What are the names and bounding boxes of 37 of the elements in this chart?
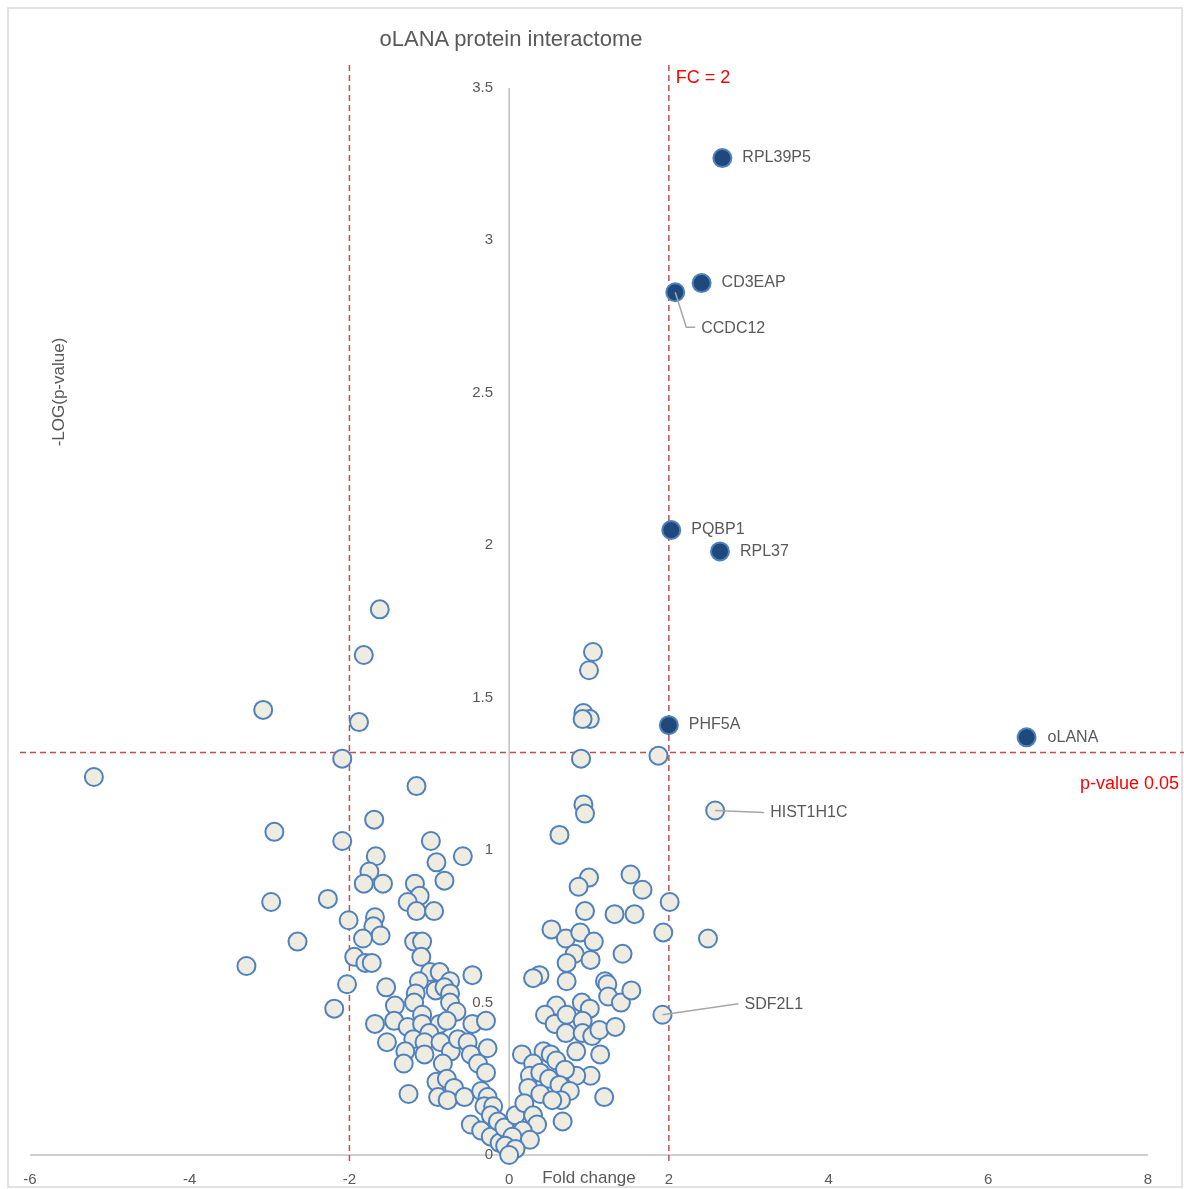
x-tick-label: -4 <box>183 1169 197 1187</box>
y-tick-label: 2 <box>484 535 494 553</box>
annotation: RPL39P5 <box>742 148 811 166</box>
y-tick-label: 0 <box>484 1144 494 1162</box>
annotation: RPL37 <box>739 541 789 559</box>
chart-title: oLANA protein interactome <box>379 25 643 51</box>
y-tick-label: 3 <box>484 230 494 248</box>
point <box>661 520 682 541</box>
point <box>658 715 679 736</box>
annotation: oLANA <box>1047 727 1099 745</box>
y-tick-label: 0.5 <box>472 992 494 1010</box>
point <box>709 541 730 562</box>
y-tick-label: 1.5 <box>472 687 494 705</box>
x-tick-label: 4 <box>824 1169 833 1187</box>
x-tick-label: -6 <box>23 1169 37 1187</box>
y-tick-label: 2.5 <box>472 382 494 400</box>
annotation: PHF5A <box>688 715 741 733</box>
point <box>691 273 712 294</box>
ref-line-label: p-value 0.05 <box>1079 773 1179 794</box>
x-axis-title: Fold change <box>542 1168 636 1188</box>
y-axis-title: -LOG(p-value) <box>49 337 69 447</box>
point <box>665 282 686 303</box>
point <box>712 148 733 169</box>
x-tick-label: 8 <box>1143 1169 1153 1187</box>
x-tick-label: 0 <box>504 1169 514 1187</box>
annotation: HIST1H1C <box>770 802 848 820</box>
annotation: SDF2L1 <box>744 994 804 1012</box>
x-tick-label: -2 <box>342 1169 357 1187</box>
annotation: CCDC12 <box>701 319 766 337</box>
x-tick-label: 2 <box>664 1169 674 1187</box>
ref-line-label: FC = 2 <box>675 66 731 87</box>
annotation: CD3EAP <box>721 273 786 291</box>
x-tick-label: 6 <box>984 1169 993 1187</box>
y-tick-label: 1 <box>484 840 494 858</box>
y-tick-label: 3.5 <box>472 77 494 95</box>
point <box>1016 727 1037 748</box>
annotation: PQBP1 <box>691 520 745 538</box>
